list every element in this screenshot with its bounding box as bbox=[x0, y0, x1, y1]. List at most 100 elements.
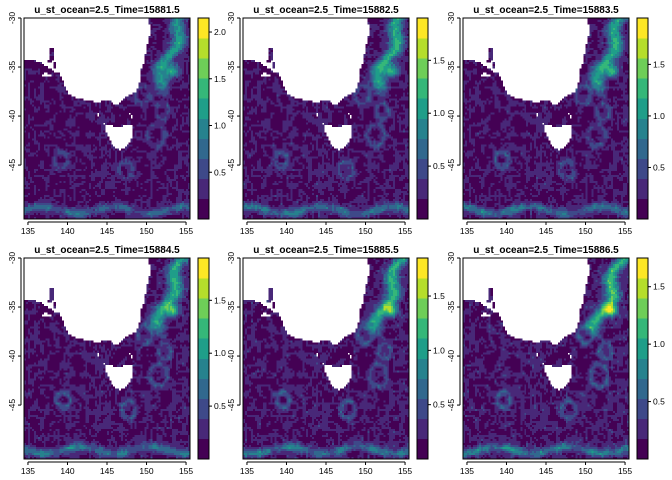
raster-cell bbox=[146, 160, 149, 164]
raster-cell bbox=[186, 168, 189, 172]
raster-cell bbox=[59, 104, 62, 107]
raster-cell bbox=[71, 122, 74, 125]
raster-cell bbox=[142, 90, 145, 93]
raster-cell bbox=[142, 132, 145, 135]
raster-cell bbox=[63, 150, 66, 153]
raster-cell bbox=[156, 32, 159, 35]
raster-cell bbox=[166, 68, 169, 71]
raster-cell bbox=[128, 98, 132, 101]
raster-cell bbox=[164, 132, 167, 135]
raster-cell bbox=[124, 104, 128, 107]
raster-cell bbox=[116, 178, 120, 182]
raster-cell bbox=[55, 98, 58, 101]
raster-cell bbox=[162, 92, 165, 95]
raster-cell bbox=[130, 120, 133, 123]
raster-cell bbox=[101, 158, 104, 162]
raster-cell bbox=[25, 88, 29, 91]
raster-cell bbox=[128, 160, 132, 164]
raster-cell bbox=[140, 104, 143, 107]
raster-cell bbox=[174, 60, 177, 63]
raster-cell bbox=[75, 138, 78, 141]
raster-cell bbox=[170, 116, 173, 119]
raster-cell bbox=[89, 102, 92, 105]
raster-cell bbox=[53, 156, 56, 159]
raster-cell bbox=[162, 136, 165, 139]
raster-cell bbox=[35, 138, 39, 141]
raster-cell bbox=[67, 142, 70, 145]
raster-cell bbox=[134, 152, 137, 155]
raster-cell bbox=[184, 144, 187, 147]
raster-cell bbox=[162, 182, 165, 186]
raster-cell bbox=[166, 138, 169, 141]
raster-cell bbox=[59, 120, 62, 123]
raster-cell bbox=[51, 98, 54, 101]
raster-cell bbox=[160, 32, 163, 35]
raster-cell bbox=[138, 96, 141, 99]
raster-cell bbox=[93, 172, 96, 176]
raster-cell bbox=[160, 52, 163, 55]
raster-cell bbox=[25, 100, 29, 103]
raster-cell bbox=[41, 102, 45, 105]
raster-cell bbox=[178, 148, 181, 151]
raster-cell bbox=[132, 162, 135, 166]
panel-title: u_st_ocean=2.5_Time=15881.5 bbox=[34, 5, 180, 16]
raster-cell bbox=[95, 112, 98, 115]
raster-cell bbox=[57, 100, 60, 103]
raster-cell bbox=[73, 186, 76, 190]
raster-cell bbox=[164, 90, 167, 93]
raster-cell bbox=[160, 60, 163, 63]
raster-cell bbox=[47, 112, 50, 115]
raster-cell bbox=[99, 186, 102, 190]
raster-cell bbox=[91, 162, 94, 166]
raster-cell bbox=[176, 38, 179, 41]
raster-cell bbox=[180, 26, 183, 29]
raster-cell bbox=[101, 154, 104, 157]
raster-cell bbox=[182, 34, 185, 37]
raster-cell bbox=[49, 156, 52, 159]
raster-cell bbox=[172, 188, 175, 192]
raster-cell bbox=[73, 154, 76, 157]
raster-cell bbox=[146, 96, 149, 99]
raster-cell bbox=[180, 94, 183, 97]
raster-cell bbox=[69, 118, 72, 121]
raster-cell bbox=[178, 150, 181, 153]
raster-cell bbox=[87, 114, 90, 117]
raster-cell bbox=[178, 162, 181, 166]
raster-cell bbox=[142, 72, 145, 75]
raster-cell bbox=[53, 120, 56, 123]
raster-cell bbox=[55, 154, 58, 157]
raster-cell bbox=[79, 170, 82, 174]
raster-cell bbox=[156, 30, 159, 33]
raster-cell bbox=[138, 118, 141, 121]
raster-cell bbox=[25, 90, 29, 93]
raster-cell bbox=[186, 160, 189, 164]
raster-cell bbox=[31, 106, 35, 109]
raster-cell bbox=[103, 188, 106, 192]
raster-cell bbox=[89, 176, 92, 180]
raster-cell bbox=[176, 74, 179, 77]
raster-cell bbox=[144, 72, 147, 75]
raster-cell bbox=[144, 124, 147, 127]
raster-cell bbox=[107, 138, 110, 141]
raster-cell bbox=[39, 104, 43, 107]
raster-cell bbox=[188, 178, 191, 182]
raster-cell bbox=[89, 104, 92, 107]
raster-cell bbox=[33, 66, 37, 69]
raster-cell bbox=[134, 142, 137, 145]
raster-cell bbox=[99, 114, 102, 117]
raster-cell bbox=[108, 140, 112, 143]
raster-cell bbox=[85, 142, 88, 145]
raster-cell bbox=[67, 158, 70, 162]
raster-cell bbox=[93, 150, 96, 153]
raster-cell bbox=[186, 94, 189, 97]
raster-cell bbox=[136, 184, 139, 188]
raster-cell bbox=[31, 66, 35, 69]
raster-cell bbox=[95, 176, 98, 180]
raster-cell bbox=[170, 160, 173, 164]
raster-cell bbox=[162, 76, 165, 79]
raster-cell bbox=[164, 74, 167, 77]
raster-cell bbox=[170, 60, 173, 63]
raster-cell bbox=[93, 126, 96, 129]
raster-cell bbox=[51, 144, 54, 147]
raster-cell bbox=[148, 158, 151, 162]
